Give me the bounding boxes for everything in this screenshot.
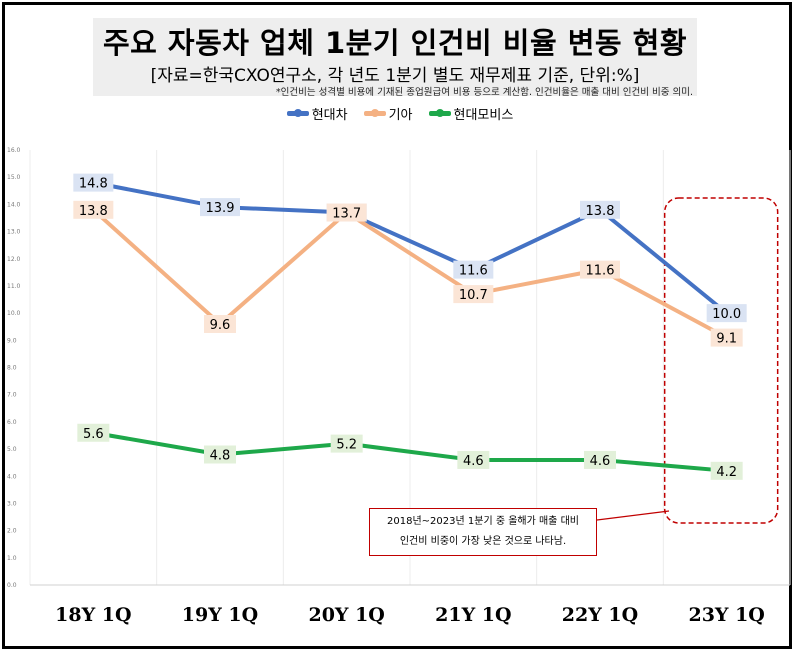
annotation-callout: 2018년~2023년 1분기 중 올해가 매출 대비 인건비 비중이 가장 낮…: [369, 508, 597, 556]
legend-swatch-mobis: [428, 109, 451, 117]
data-label: 9.1: [716, 332, 737, 347]
data-label: 10.7: [459, 288, 488, 303]
data-label-bg: [457, 450, 490, 469]
data-label: 14.8: [79, 177, 108, 192]
x-tick-label: 22Y 1Q: [562, 604, 638, 626]
data-label: 4.6: [463, 454, 484, 469]
data-label-bg: [453, 260, 494, 279]
data-label: 11.6: [586, 264, 615, 279]
data-label-bg: [710, 328, 743, 347]
data-label-bg: [330, 434, 363, 453]
data-label-bg: [204, 445, 236, 464]
y-tick-label: 3.0: [7, 500, 17, 507]
data-label: 4.6: [590, 454, 611, 469]
data-label-bg: [73, 200, 114, 219]
legend-item-hyundai: 현대차: [286, 104, 348, 123]
data-label: 10.0: [712, 307, 741, 322]
highlight-box: [663, 197, 779, 524]
y-tick-label: 13.0: [7, 229, 21, 236]
data-label-bg: [77, 423, 110, 442]
legend-item-kia: 기아: [363, 104, 413, 123]
legend-item-mobis: 현대모비스: [428, 104, 514, 123]
y-tick-label: 8.0: [7, 365, 17, 372]
x-tick-label: 18Y 1Q: [55, 604, 131, 626]
chart-note: *인건비는 성격별 비용에 기재된 종업원급여 비용 등으로 계산함. 인건비율…: [275, 87, 693, 98]
data-label: 5.6: [83, 427, 104, 442]
data-label: 9.6: [210, 318, 231, 333]
data-label-bg: [200, 198, 240, 217]
data-label: 4.2: [716, 465, 737, 480]
y-tick-label: 4.0: [7, 473, 17, 480]
data-label: 5.2: [336, 438, 357, 453]
data-label-bg: [326, 203, 367, 222]
data-label: 13.7: [332, 207, 361, 222]
data-label-bg: [580, 200, 620, 219]
legend: 현대차 기아 현대모비스: [0, 104, 800, 123]
y-tick-label: 10.0: [7, 310, 21, 317]
y-tick-label: 2.0: [7, 528, 17, 535]
data-label: 13.8: [79, 204, 108, 219]
callout-line-2: 인건비 비중이 가장 낮은 것으로 나타남.: [399, 536, 567, 547]
legend-label-kia: 기아: [388, 108, 413, 123]
y-tick-label: 15.0: [7, 174, 21, 181]
legend-swatch-hyundai: [286, 109, 309, 117]
callout-connector: [596, 510, 670, 521]
series-line: [91, 180, 729, 316]
x-tick-label: 23Y 1Q: [688, 604, 764, 626]
y-tick-label: 16.0: [7, 147, 21, 154]
data-label-bg: [580, 260, 620, 279]
y-tick-label: 1.0: [7, 555, 17, 562]
chart-title: 주요 자동차 업체 1분기 인건비 비율 변동 현황: [102, 26, 688, 60]
y-tick-label: 6.0: [7, 419, 17, 426]
x-tick-label: 21Y 1Q: [435, 604, 511, 626]
legend-swatch-kia: [363, 109, 386, 117]
legend-label-mobis: 현대모비스: [453, 108, 514, 123]
data-label-bg: [584, 450, 616, 469]
chart-subtitle: [자료=한국CXO연구소, 각 년도 1분기 별도 재무제표 기준, 단위:%]: [150, 66, 640, 86]
x-tick-label: 19Y 1Q: [182, 604, 258, 626]
data-label-bg: [710, 461, 743, 480]
data-label: 4.8: [210, 449, 231, 464]
y-tick-label: 14.0: [7, 201, 21, 208]
y-tick-label: 9.0: [7, 337, 17, 344]
y-tick-label: 0.0: [7, 582, 17, 589]
data-label-bg: [204, 315, 236, 333]
data-label: 13.9: [206, 201, 235, 216]
series-line: [91, 207, 729, 340]
series-line: [91, 430, 729, 473]
y-tick-label: 5.0: [7, 446, 17, 453]
data-label-bg: [453, 285, 494, 304]
data-label: 13.8: [586, 204, 615, 219]
title-box: 주요 자동차 업체 1분기 인건비 비율 변동 현황 [자료=한국CXO연구소,…: [93, 18, 697, 98]
y-tick-label: 11.0: [7, 283, 21, 290]
x-tick-label: 20Y 1Q: [308, 604, 384, 626]
legend-label-hyundai: 현대차: [311, 108, 348, 123]
data-label-bg: [73, 173, 114, 192]
callout-line-1: 2018년~2023년 1분기 중 올해가 매출 대비: [387, 516, 579, 527]
data-label: 11.6: [459, 264, 488, 279]
y-tick-label: 7.0: [7, 392, 17, 399]
y-tick-label: 12.0: [7, 256, 21, 263]
data-label-bg: [706, 304, 747, 323]
